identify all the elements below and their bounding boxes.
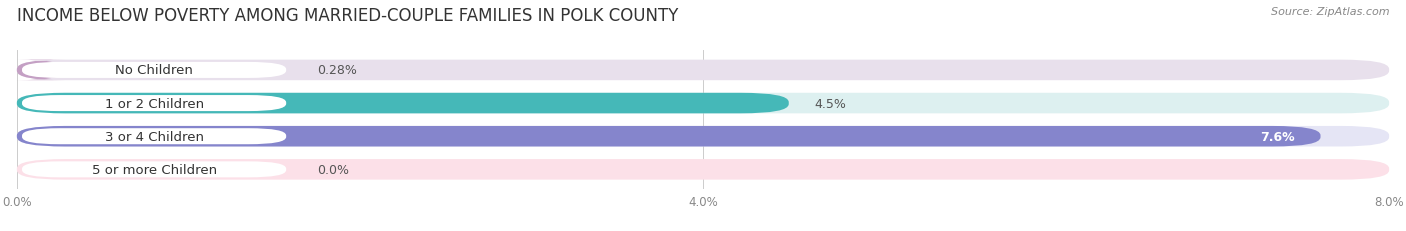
Text: 1 or 2 Children: 1 or 2 Children bbox=[104, 97, 204, 110]
FancyBboxPatch shape bbox=[17, 159, 1389, 180]
Text: INCOME BELOW POVERTY AMONG MARRIED-COUPLE FAMILIES IN POLK COUNTY: INCOME BELOW POVERTY AMONG MARRIED-COUPL… bbox=[17, 7, 678, 25]
FancyBboxPatch shape bbox=[22, 63, 287, 79]
FancyBboxPatch shape bbox=[17, 93, 789, 114]
FancyBboxPatch shape bbox=[22, 162, 287, 178]
Text: 3 or 4 Children: 3 or 4 Children bbox=[104, 130, 204, 143]
FancyBboxPatch shape bbox=[22, 96, 287, 112]
FancyBboxPatch shape bbox=[17, 60, 1389, 81]
FancyBboxPatch shape bbox=[17, 126, 1389, 147]
Text: 4.5%: 4.5% bbox=[814, 97, 846, 110]
FancyBboxPatch shape bbox=[17, 60, 65, 81]
Text: 7.6%: 7.6% bbox=[1260, 130, 1295, 143]
Text: No Children: No Children bbox=[115, 64, 193, 77]
FancyBboxPatch shape bbox=[17, 93, 1389, 114]
Text: 0.0%: 0.0% bbox=[318, 163, 349, 176]
Text: 5 or more Children: 5 or more Children bbox=[91, 163, 217, 176]
Text: Source: ZipAtlas.com: Source: ZipAtlas.com bbox=[1271, 7, 1389, 17]
FancyBboxPatch shape bbox=[22, 129, 287, 145]
FancyBboxPatch shape bbox=[17, 126, 1320, 147]
Text: 0.28%: 0.28% bbox=[318, 64, 357, 77]
